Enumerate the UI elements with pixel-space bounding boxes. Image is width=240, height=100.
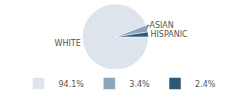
svg-text:HISPANIC: HISPANIC: [150, 30, 188, 39]
svg-text:ASIAN: ASIAN: [149, 21, 173, 30]
svg-text:3.4%: 3.4%: [129, 80, 150, 89]
svg-text:WHITE: WHITE: [55, 39, 81, 48]
svg-text:94.1%: 94.1%: [59, 80, 85, 89]
svg-text:2.4%: 2.4%: [195, 80, 216, 89]
